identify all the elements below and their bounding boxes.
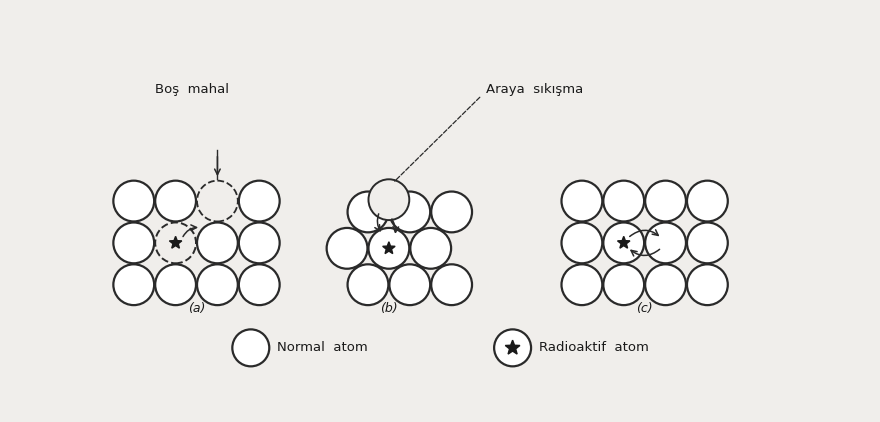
Circle shape	[238, 222, 280, 263]
Circle shape	[369, 179, 409, 220]
Text: Radioaktif  atom: Radioaktif atom	[539, 341, 649, 354]
Circle shape	[155, 264, 196, 305]
Circle shape	[348, 192, 388, 233]
Circle shape	[561, 181, 602, 222]
Polygon shape	[169, 236, 182, 248]
Circle shape	[114, 181, 154, 222]
Polygon shape	[505, 340, 520, 354]
Text: Normal  atom: Normal atom	[277, 341, 368, 354]
Circle shape	[561, 222, 602, 263]
Circle shape	[687, 181, 728, 222]
Circle shape	[197, 222, 238, 263]
Circle shape	[197, 264, 238, 305]
Circle shape	[431, 192, 472, 233]
Circle shape	[232, 330, 269, 366]
Circle shape	[645, 222, 686, 263]
Circle shape	[604, 181, 644, 222]
Text: (c): (c)	[636, 303, 653, 315]
Circle shape	[687, 222, 728, 263]
Circle shape	[155, 181, 196, 222]
Circle shape	[197, 181, 238, 222]
Circle shape	[238, 264, 280, 305]
Circle shape	[369, 228, 409, 269]
Circle shape	[561, 264, 602, 305]
Circle shape	[687, 264, 728, 305]
Circle shape	[431, 264, 472, 305]
Circle shape	[326, 228, 368, 269]
Circle shape	[155, 222, 196, 263]
Circle shape	[410, 228, 451, 269]
Circle shape	[645, 181, 686, 222]
Polygon shape	[383, 242, 395, 254]
Polygon shape	[618, 236, 630, 248]
Circle shape	[114, 264, 154, 305]
Text: (b): (b)	[380, 303, 398, 315]
Text: Boş  mahal: Boş mahal	[155, 83, 229, 96]
Circle shape	[645, 264, 686, 305]
Circle shape	[604, 222, 644, 263]
Circle shape	[238, 181, 280, 222]
Circle shape	[114, 222, 154, 263]
Circle shape	[604, 264, 644, 305]
Text: Araya  sıkışma: Araya sıkışma	[486, 83, 583, 96]
Circle shape	[389, 264, 430, 305]
Circle shape	[494, 330, 532, 366]
Circle shape	[389, 192, 430, 233]
Circle shape	[348, 264, 388, 305]
Text: (a): (a)	[187, 303, 205, 315]
